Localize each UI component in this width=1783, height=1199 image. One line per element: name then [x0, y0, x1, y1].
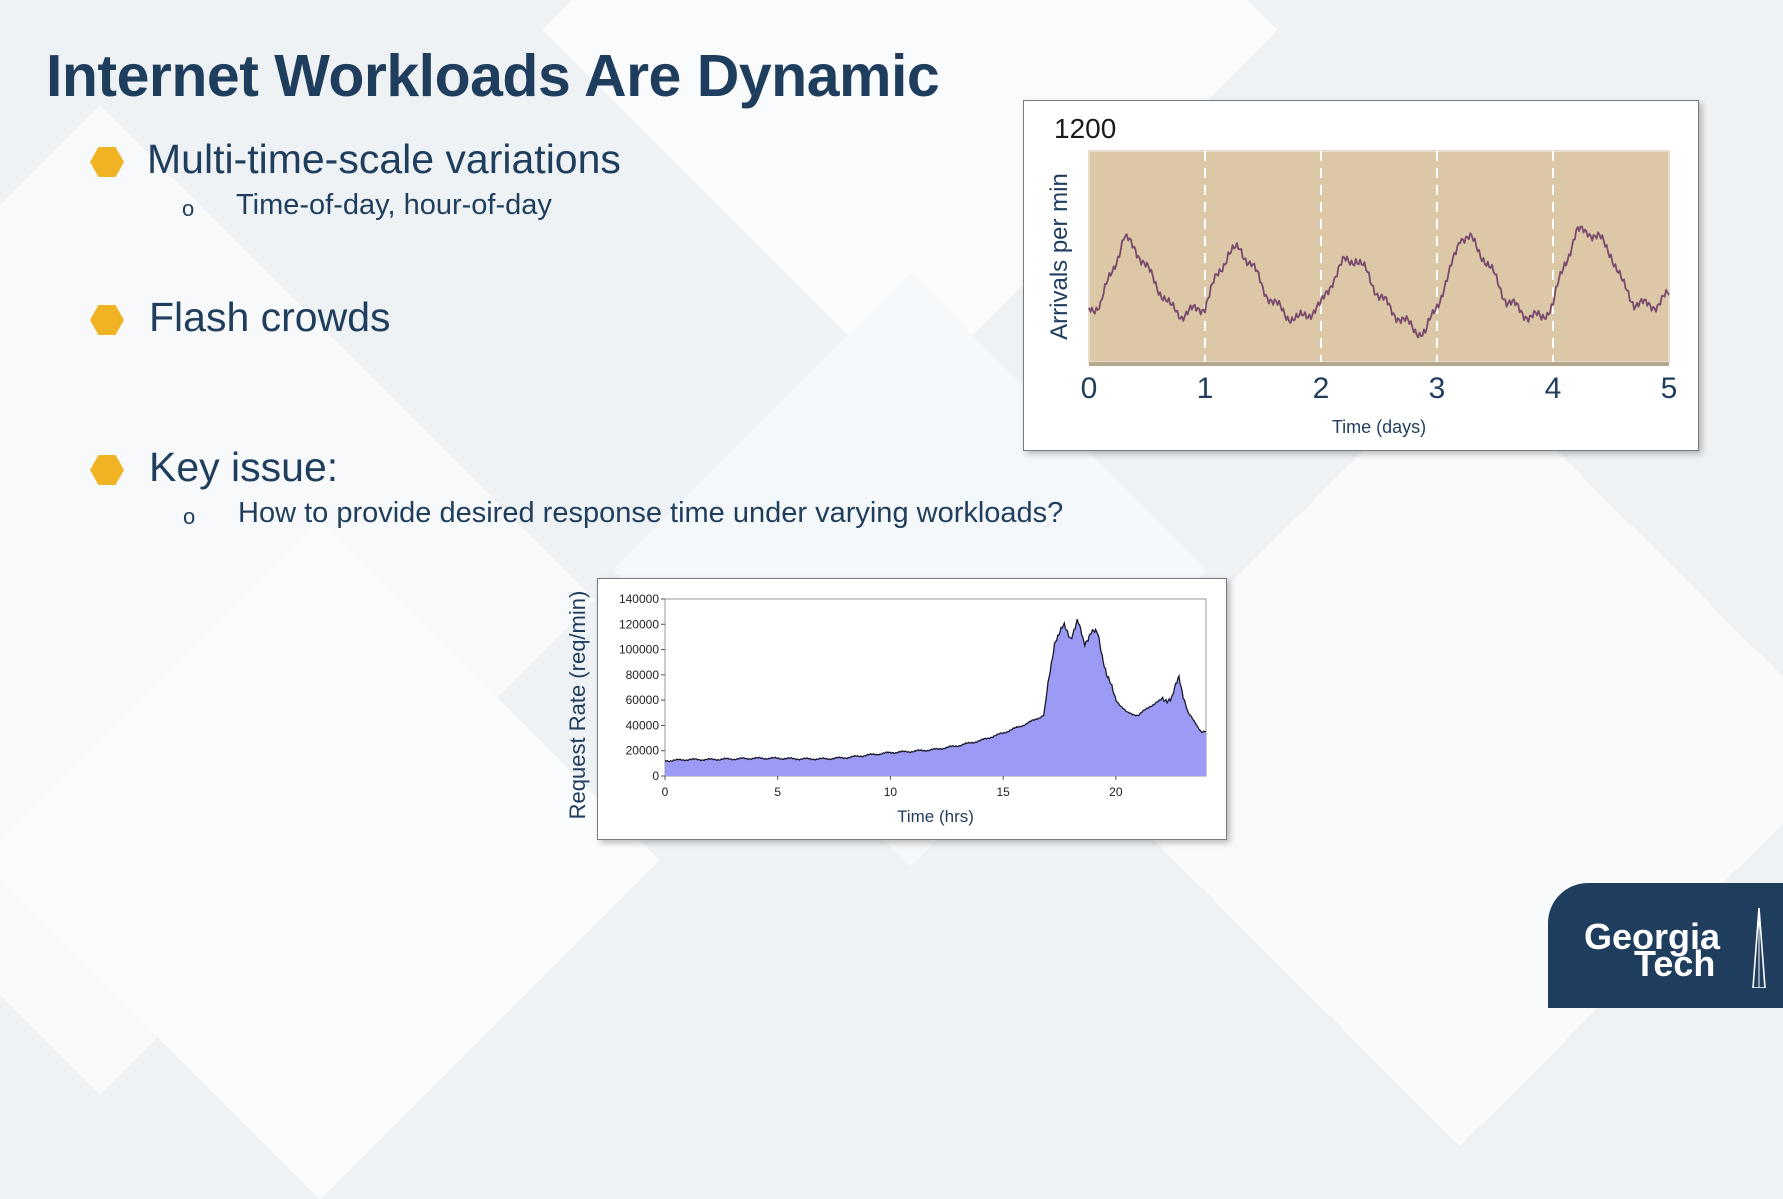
x-tick-labels: 0 5 10 15 20 — [662, 776, 1123, 799]
y-tick-label: 0 — [652, 769, 659, 783]
bullet-text: Multi-time-scale variations — [147, 136, 621, 182]
logo-word-tech: Tech — [1634, 943, 1716, 984]
y-axis-label: Arrivals per min — [1046, 173, 1073, 340]
daily-arrivals-chart: 1200 Arrivals per min 0 1 2 3 4 5 Time (days) — [1023, 100, 1699, 451]
chart2-y-label-holder: Request Rate (req/min) — [565, 591, 590, 820]
tech-tower-icon — [1752, 908, 1766, 988]
x-axis-label: Time (days) — [1332, 417, 1426, 437]
series-area — [665, 619, 1206, 776]
x-tick-label: 3 — [1429, 372, 1446, 405]
x-tick-label: 0 — [662, 785, 669, 799]
y-axis-label: Request Rate (req/min) — [565, 591, 590, 820]
x-tick-label: 4 — [1545, 372, 1562, 405]
y-tick-label: 20000 — [626, 744, 660, 758]
y-tick-label: 100000 — [619, 643, 659, 657]
y-tick-label: 40000 — [626, 718, 660, 732]
x-tick-label: 1 — [1197, 372, 1214, 405]
y-max-label: 1200 — [1054, 113, 1116, 144]
x-tick-label: 2 — [1313, 372, 1330, 405]
y-tick-labels: 0 20000 40000 60000 80000 100000 120000 140000 — [619, 592, 665, 783]
x-tick-label: 0 — [1081, 372, 1098, 405]
series-line — [664, 619, 1207, 763]
logo-word-georgia: Georgia — [1584, 916, 1721, 957]
sub-bullet-circle-icon: o — [182, 196, 195, 221]
bullet-text: Key issue: — [149, 444, 339, 490]
series-line — [1088, 225, 1670, 339]
georgia-tech-logo: Georgia Tech — [1548, 883, 1783, 1008]
hourly-request-rate-chart: 0 20000 40000 60000 80000 100000 120000 140000 … — [597, 578, 1227, 840]
sub-bullet-circle-icon: o — [183, 504, 196, 529]
day-dividers — [1204, 151, 1554, 362]
x-tick-label: 5 — [1661, 372, 1678, 405]
sub-bullet-text: How to provide desired response time und… — [238, 497, 1064, 529]
y-tick-label: 80000 — [626, 668, 660, 682]
y-tick-label: 120000 — [619, 617, 659, 631]
x-tick-label: 10 — [884, 785, 898, 799]
y-tick-label: 60000 — [626, 693, 660, 707]
slide-title: Internet Workloads Are Dynamic — [46, 43, 940, 109]
hourly-request-rate-chart-svg: 020000400006000080000100000120000140000 … — [619, 592, 1207, 826]
plot-background — [1088, 150, 1670, 363]
sub-bullet-text: Time-of-day, hour-of-day — [236, 189, 552, 221]
daily-arrivals-chart-svg: 1200 Arrivals per min 0 1 2 3 4 5 Time (days) — [1046, 113, 1678, 437]
x-tick-label: 15 — [996, 785, 1010, 799]
x-tick-labels: 0 1 2 3 4 5 — [1081, 372, 1678, 405]
x-tick-label: 5 — [774, 785, 781, 799]
x-axis-label: Time (hrs) — [897, 807, 974, 826]
x-tick-label: 20 — [1109, 785, 1123, 799]
y-tick-label: 140000 — [619, 592, 659, 606]
bullet-text: Flash crowds — [149, 294, 391, 340]
